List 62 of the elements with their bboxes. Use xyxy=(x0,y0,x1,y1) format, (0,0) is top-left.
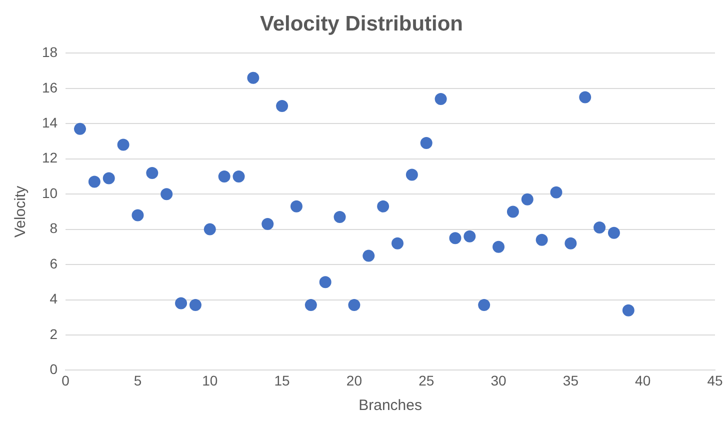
x-tick-label: 45 xyxy=(707,372,723,388)
point xyxy=(434,92,447,105)
point xyxy=(608,226,620,239)
point xyxy=(579,91,592,104)
point xyxy=(564,237,577,250)
point xyxy=(146,166,158,179)
point xyxy=(334,210,346,223)
point xyxy=(304,299,317,312)
point xyxy=(102,172,115,184)
y-tick-label: 2 xyxy=(50,326,58,342)
point xyxy=(132,209,144,222)
y-tick-label: 8 xyxy=(50,220,58,236)
y-tick-label: 4 xyxy=(50,290,58,307)
x-tick-label: 0 xyxy=(62,372,70,388)
y-axis-title: Velocity xyxy=(12,185,30,238)
point xyxy=(420,137,432,150)
point xyxy=(377,200,390,212)
x-axis-title: Branches xyxy=(358,397,422,414)
point xyxy=(189,299,202,312)
point xyxy=(392,237,404,250)
point xyxy=(204,223,216,236)
x-tick-label: 25 xyxy=(418,372,434,388)
y-tick-label: 14 xyxy=(42,114,58,131)
point xyxy=(88,176,100,188)
y-tick-label: 16 xyxy=(42,79,58,96)
point xyxy=(348,299,360,312)
x-tick-label: 5 xyxy=(134,372,142,388)
point xyxy=(319,276,332,288)
x-tick-label: 20 xyxy=(346,372,362,388)
point xyxy=(218,170,230,182)
x-tick-label: 15 xyxy=(274,372,290,388)
y-tick-label: 12 xyxy=(42,150,58,166)
point xyxy=(276,100,288,112)
x-tick-label: 35 xyxy=(562,372,579,388)
point xyxy=(536,234,548,246)
y-tick-label: 10 xyxy=(42,184,58,201)
point xyxy=(247,72,260,84)
chart-title: Velocity Distribution xyxy=(260,12,464,36)
point xyxy=(622,304,634,316)
point xyxy=(521,193,534,206)
y-tick-label: 18 xyxy=(42,44,58,60)
x-tick-label: 30 xyxy=(490,372,507,388)
y-tick-label: 0 xyxy=(50,361,58,378)
point xyxy=(74,122,86,135)
point xyxy=(550,186,562,198)
point xyxy=(506,206,519,218)
point xyxy=(262,218,274,230)
point xyxy=(362,250,375,262)
x-tick-label: 40 xyxy=(635,372,651,388)
point xyxy=(594,222,606,234)
point xyxy=(406,168,418,181)
point xyxy=(492,240,505,253)
x-tick-label: 10 xyxy=(202,372,218,388)
point xyxy=(160,188,173,200)
point xyxy=(232,170,245,182)
point xyxy=(449,232,462,244)
point xyxy=(290,200,302,212)
point xyxy=(117,138,130,151)
point xyxy=(478,299,490,312)
point xyxy=(464,230,476,242)
y-tick-label: 6 xyxy=(50,255,58,272)
point xyxy=(175,297,188,310)
